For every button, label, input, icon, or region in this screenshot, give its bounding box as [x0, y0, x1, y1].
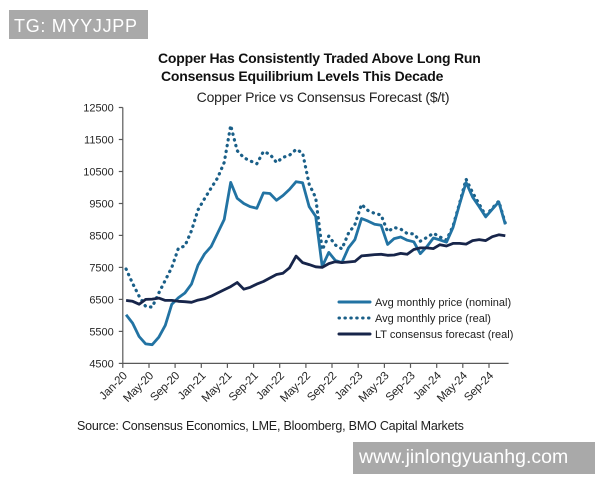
svg-text:Avg monthly price (real): Avg monthly price (real) — [375, 313, 491, 325]
svg-text:11500: 11500 — [84, 135, 114, 147]
svg-text:LT consensus forecast (real): LT consensus forecast (real) — [375, 329, 513, 341]
svg-text:Sep-23: Sep-23 — [384, 370, 418, 404]
svg-text:7500: 7500 — [89, 262, 113, 274]
svg-text:Sep-21: Sep-21 — [227, 370, 261, 404]
svg-text:5500: 5500 — [89, 326, 113, 338]
svg-text:10500: 10500 — [83, 167, 114, 179]
svg-text:6500: 6500 — [89, 294, 113, 306]
svg-text:Avg monthly price (nominal): Avg monthly price (nominal) — [375, 297, 511, 309]
svg-text:4500: 4500 — [89, 358, 113, 370]
svg-text:12500: 12500 — [83, 103, 114, 115]
svg-text:Sep-22: Sep-22 — [305, 370, 339, 404]
svg-text:Sep-24: Sep-24 — [462, 369, 496, 403]
svg-text:Sep-20: Sep-20 — [148, 370, 182, 404]
svg-text:8500: 8500 — [89, 230, 113, 242]
svg-text:9500: 9500 — [89, 199, 113, 211]
